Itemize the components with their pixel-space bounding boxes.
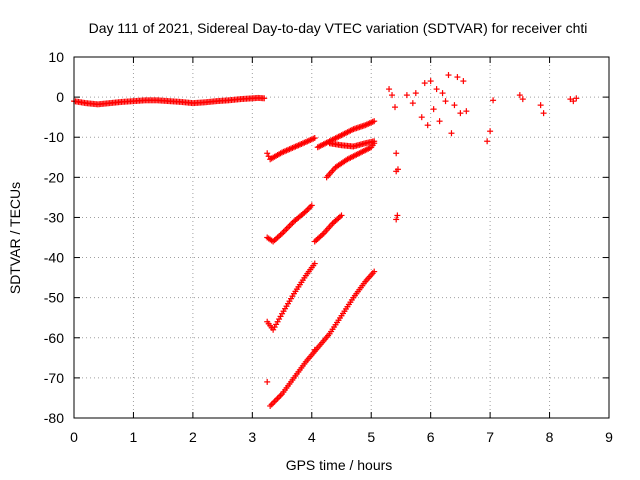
x-tick-label: 3 [248,429,256,445]
series-arc-e [311,212,345,245]
y-tick-label: -10 [44,129,64,145]
data-point [311,346,318,353]
data-point [451,102,458,109]
x-tick-label: 6 [427,429,435,445]
y-tick-label: -50 [44,290,64,306]
data-point [308,202,315,209]
data-point [261,95,268,102]
y-tick-label: -30 [44,209,64,225]
y-tick-label: 10 [48,49,64,65]
data-point [393,150,400,157]
ticks-layer: 0 1 2 3 4 5 6 7 8 9 10 0 -10 -20 -30 -40 -50 -60 -70 -80 [44,49,613,445]
series-arc-b2 [326,138,378,150]
data-point [371,268,378,275]
data-point [573,95,580,102]
data-point [393,216,400,223]
data-point [463,108,470,115]
data-point [409,100,416,107]
data-point [454,74,461,81]
plot-frame [73,56,610,419]
points-layer [71,72,580,409]
data-point [386,86,393,93]
x-tick-label: 8 [546,429,554,445]
series-isolated [264,150,401,385]
series-cluster-7-8 [484,92,580,145]
x-tick-label: 7 [486,429,494,445]
data-point [487,128,494,135]
x-axis-label: GPS time / hours [286,457,393,473]
x-tick-label: 0 [70,429,78,445]
data-point [445,72,452,79]
x-tick-label: 5 [367,429,375,445]
data-point [457,110,464,117]
data-point [490,97,497,104]
data-point [394,212,401,219]
data-point [540,110,547,117]
data-point [338,212,345,219]
data-point [430,106,437,113]
data-point [418,114,425,121]
data-point [439,90,446,97]
chart-title: Day 111 of 2021, Sidereal Day-to-day VTE… [89,20,588,36]
series-arc-f [264,260,318,333]
series-arc-c [323,140,378,181]
data-point [371,140,378,147]
data-point [264,378,271,385]
grid-layer [74,57,609,418]
data-point [264,150,271,157]
data-point [311,135,318,142]
data-point [393,168,400,175]
data-point [448,130,455,137]
data-point [460,78,467,85]
series-arc-g [267,268,378,409]
series-cluster-5-6 [386,72,470,137]
data-point [570,98,577,105]
data-point [371,118,378,125]
y-tick-label: -60 [44,330,64,346]
y-tick-label: -20 [44,169,64,185]
y-axis-label: SDTVAR / TECUs [7,182,23,294]
data-point [389,92,396,99]
y-tick-label: 0 [56,89,64,105]
data-point [424,122,431,129]
series-arc-d [264,202,315,245]
data-point [311,260,318,267]
x-tick-label: 2 [189,429,197,445]
x-tick-label: 9 [605,429,613,445]
data-point [484,138,491,145]
data-point [433,86,440,93]
data-point [516,92,523,99]
y-tick-label: -40 [44,250,64,266]
data-point [412,90,419,97]
data-point [427,78,434,85]
series-arc-a [264,135,318,163]
data-point [392,104,398,111]
data-point [403,92,410,99]
y-tick-label: -70 [44,370,64,386]
data-point [537,102,544,109]
data-point [442,98,449,105]
y-tick-label: -80 [44,410,64,426]
data-point [519,96,526,103]
data-point [421,80,428,87]
data-point [436,118,443,125]
series-band-near-zero [71,94,268,108]
x-tick-label: 1 [130,429,138,445]
x-tick-label: 4 [308,429,316,445]
